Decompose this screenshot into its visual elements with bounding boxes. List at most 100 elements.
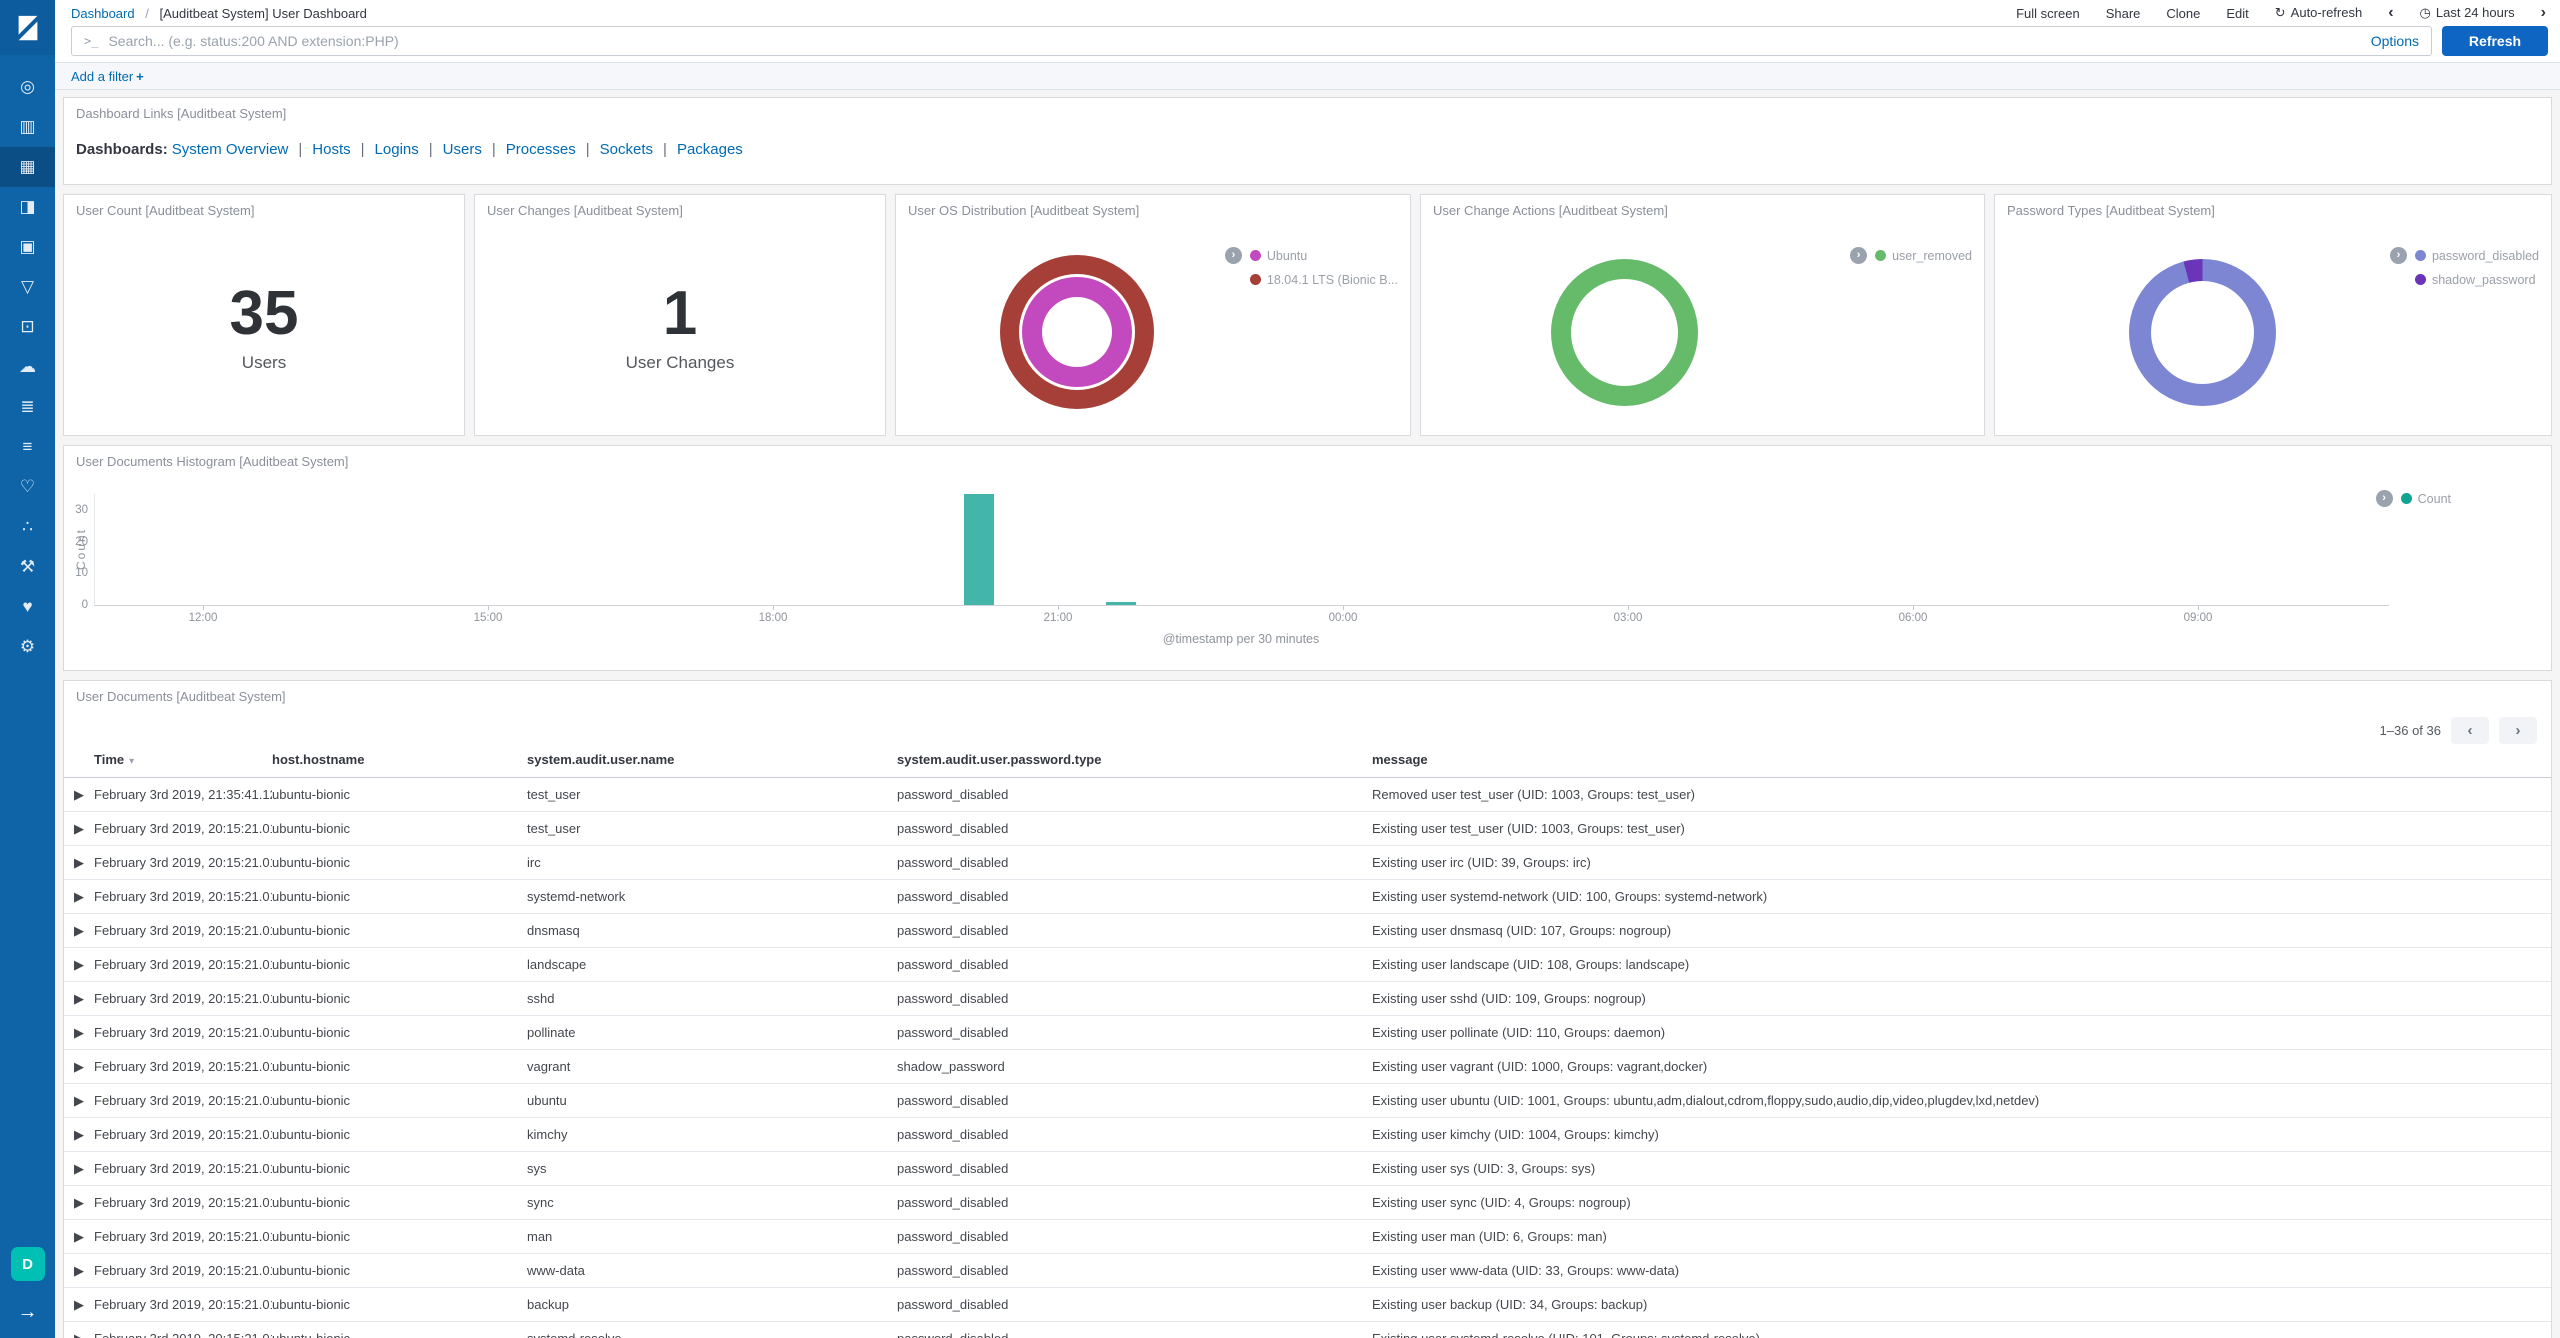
next-page-button[interactable]: ›: [2499, 717, 2537, 744]
hostname-cell: ubuntu-bionic: [272, 879, 527, 914]
legend-item[interactable]: Count: [2400, 490, 2451, 507]
full-screen-button[interactable]: Full screen: [2016, 5, 2080, 21]
dashboard-link-users[interactable]: Users: [442, 141, 482, 158]
legend: › Ubuntu 18.04.1 LTS (Bionic B...: [1224, 247, 1398, 288]
dashboard-link-hosts[interactable]: Hosts: [312, 141, 351, 158]
expand-row-icon[interactable]: ▶: [64, 1049, 94, 1084]
sidebar-item-canvas[interactable]: ▣: [0, 227, 55, 267]
column-header-system-audit-user-password-type[interactable]: system.audit.user.password.type: [897, 742, 1372, 778]
time-forward-button[interactable]: ›: [2540, 4, 2546, 21]
nav-bottom: D →: [10, 1247, 45, 1338]
expand-row-icon[interactable]: ▶: [64, 1117, 94, 1152]
sidebar-item-timelion[interactable]: ◨: [0, 187, 55, 227]
panel-title: Password Types [Auditbeat System]: [2007, 203, 2215, 218]
legend-toggle-icon[interactable]: ›: [2375, 490, 2393, 507]
user-name-cell: sshd: [527, 981, 897, 1016]
expand-row-icon[interactable]: ▶: [64, 1287, 94, 1322]
column-header-message[interactable]: message: [1372, 742, 2551, 778]
sidebar-item-apm[interactable]: ≡: [0, 427, 55, 467]
sidebar-item-monitoring[interactable]: ♥: [0, 587, 55, 627]
refresh-button[interactable]: Refresh: [2442, 26, 2548, 56]
sidebar-item-management[interactable]: ⚙: [0, 627, 55, 667]
collapse-nav-icon[interactable]: →: [17, 1301, 38, 1323]
expand-row-icon[interactable]: ▶: [64, 879, 94, 914]
expand-row-icon[interactable]: ▶: [64, 845, 94, 880]
legend-item[interactable]: 18.04.1 LTS (Bionic B...: [1249, 271, 1398, 288]
dashboard-link-sockets[interactable]: Sockets: [599, 141, 654, 158]
query-bar: >_ Options Refresh: [55, 24, 2560, 62]
expand-row-icon[interactable]: ▶: [64, 1015, 94, 1050]
expand-row-icon[interactable]: ▶: [64, 1083, 94, 1118]
sidebar-item-machine-learning[interactable]: ⊡: [0, 307, 55, 347]
histogram-bar[interactable]: [963, 494, 994, 605]
sidebar-item-visualize[interactable]: ▥: [0, 107, 55, 147]
sidebar-item-graph[interactable]: ∴: [0, 507, 55, 547]
expand-row-icon[interactable]: ▶: [64, 1219, 94, 1254]
sidebar-item-uptime[interactable]: ♡: [0, 467, 55, 507]
expand-row-icon[interactable]: ▶: [64, 947, 94, 982]
share-button[interactable]: Share: [2105, 5, 2141, 21]
options-link[interactable]: Options: [2370, 33, 2419, 49]
time-cell: February 3rd 2019, 20:15:21.015: [94, 811, 272, 846]
column-header-time[interactable]: Time ▾: [94, 742, 272, 778]
time-back-button[interactable]: ‹: [2388, 4, 2394, 21]
legend-toggle-icon[interactable]: ›: [1224, 247, 1242, 264]
password-types-donut-chart[interactable]: [2129, 259, 2276, 406]
expand-row-icon[interactable]: ▶: [64, 1253, 94, 1288]
expand-row-icon[interactable]: ▶: [64, 1151, 94, 1186]
message-cell: Existing user kimchy (UID: 1004, Groups:…: [1372, 1117, 2551, 1152]
x-axis-tick: 21:00: [1043, 612, 1073, 624]
message-cell: Existing user ubuntu (UID: 1001, Groups:…: [1372, 1083, 2551, 1118]
column-header-host-hostname[interactable]: host.hostname: [272, 742, 527, 778]
sidebar-item-infrastructure[interactable]: ☁: [0, 347, 55, 387]
sidebar-item-maps[interactable]: ▽: [0, 267, 55, 307]
legend-toggle-icon[interactable]: ›: [1850, 247, 1868, 264]
histogram-bar[interactable]: [1106, 602, 1137, 605]
dashboards-label: Dashboards:: [76, 141, 168, 158]
sidebar-item-dev-tools[interactable]: ⚒: [0, 547, 55, 587]
sidebar-item-discover[interactable]: ◎: [0, 67, 55, 107]
dashboard-link-logins[interactable]: Logins: [374, 141, 419, 158]
expand-row-icon[interactable]: ▶: [64, 981, 94, 1016]
expand-row-icon[interactable]: ▶: [64, 913, 94, 948]
panel-password-types: Password Types [Auditbeat System] › passw…: [1994, 194, 2552, 436]
x-axis-tickmark: [488, 606, 489, 610]
legend-item[interactable]: shadow_password: [2414, 271, 2539, 288]
os-distribution-donut-chart[interactable]: [1000, 255, 1154, 409]
sidebar-item-dashboard[interactable]: ▦: [0, 147, 55, 187]
auto-refresh-button[interactable]: ↻ Auto-refresh: [2274, 5, 2363, 20]
password-type-cell: password_disabled: [897, 845, 1372, 880]
search-input[interactable]: [108, 33, 2361, 49]
password-type-cell: shadow_password: [897, 1049, 1372, 1084]
sidebar-item-logs[interactable]: ≣: [0, 387, 55, 427]
expand-row-icon[interactable]: ▶: [64, 811, 94, 846]
legend-item[interactable]: user_removed: [1875, 247, 1972, 264]
column-header-system-audit-user-name[interactable]: system.audit.user.name: [527, 742, 897, 778]
legend-toggle-icon[interactable]: ›: [2389, 247, 2407, 264]
edit-button[interactable]: Edit: [2226, 5, 2249, 21]
user-name-cell: kimchy: [527, 1117, 897, 1152]
dashboard-link-system-overview[interactable]: System Overview: [171, 141, 289, 158]
timelion-icon: ◨: [19, 197, 36, 216]
clone-button[interactable]: Clone: [2166, 5, 2201, 21]
expand-row-icon[interactable]: ▶: [64, 777, 94, 812]
legend-dot: [2414, 250, 2426, 261]
dashboard-link-packages[interactable]: Packages: [676, 141, 743, 158]
panel-user-documents-histogram: User Documents Histogram [Auditbeat Syst…: [63, 445, 2552, 671]
auto-refresh-icon: ↻: [2274, 5, 2286, 20]
expand-row-icon[interactable]: ▶: [64, 1321, 94, 1338]
previous-page-button[interactable]: ‹: [2451, 717, 2489, 744]
legend-item[interactable]: Ubuntu: [1249, 247, 1398, 264]
space-avatar[interactable]: D: [10, 1247, 45, 1281]
add-filter-link[interactable]: Add a filter +: [71, 68, 144, 84]
breadcrumb-dashboard-link[interactable]: Dashboard: [71, 5, 135, 21]
dashboard-link-processes[interactable]: Processes: [505, 141, 576, 158]
legend-item[interactable]: password_disabled: [2414, 247, 2539, 264]
time-picker-button[interactable]: ◷ Last 24 hours: [2419, 5, 2515, 20]
gear-icon: ⚙: [19, 637, 36, 656]
kibana-logo[interactable]: [0, 0, 55, 55]
x-axis-tick: 06:00: [1898, 612, 1928, 624]
expand-row-icon[interactable]: ▶: [64, 1185, 94, 1220]
user-change-actions-donut-chart[interactable]: [1551, 259, 1698, 406]
